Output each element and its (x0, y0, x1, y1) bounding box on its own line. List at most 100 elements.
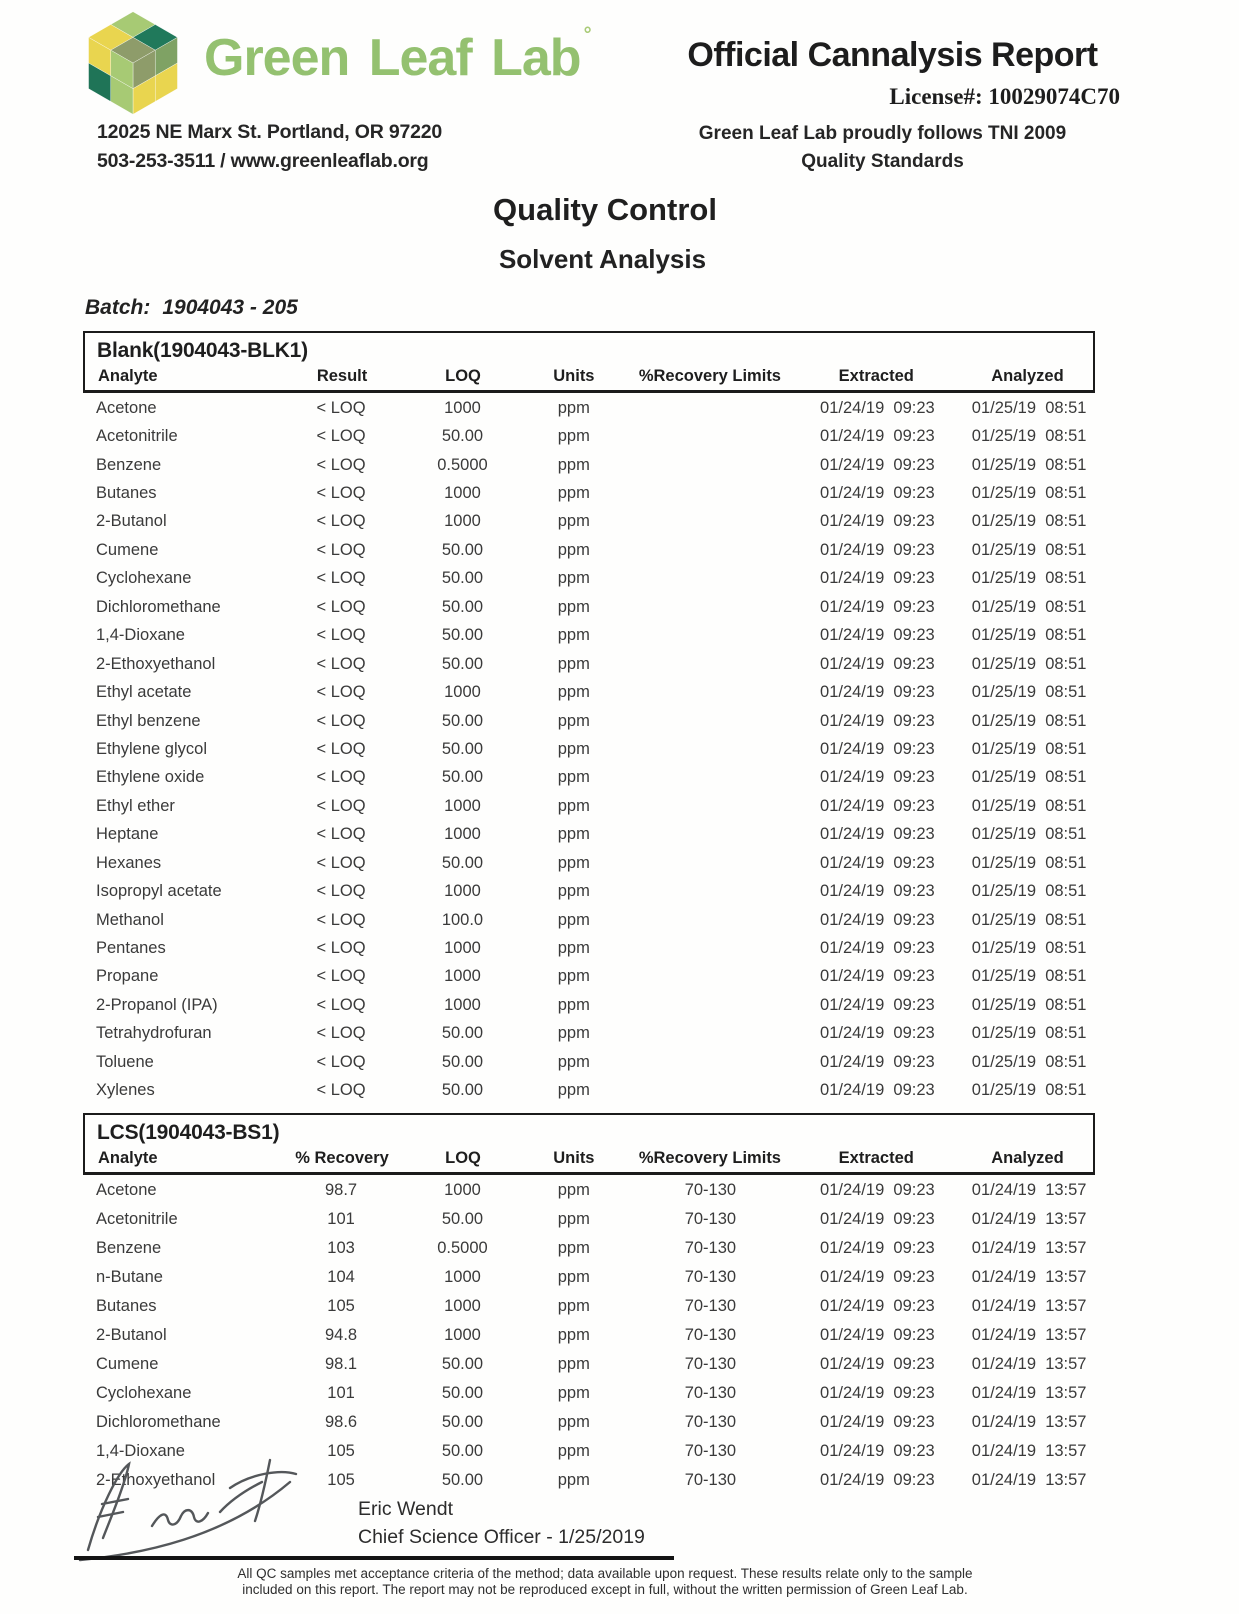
table-body: Acetone < LOQ 1000 ppm 01/24/19 09:23 01/25/1… (83, 393, 1095, 1105)
table-cell: 70-130 (684, 1384, 737, 1402)
table-cell: 0.5000 (437, 455, 488, 474)
table-cell: 01/24/19 09:23 (820, 569, 935, 588)
column-header: Analyzed (991, 1149, 1064, 1167)
table-cell: < LOQ (316, 882, 366, 901)
table-cell: ppm (557, 427, 590, 446)
table-cell: 103 (327, 1239, 355, 1257)
address-line: 12025 NE Marx St. Portland, OR 97220 (97, 121, 443, 143)
table-cell: 50.00 (441, 739, 484, 758)
table-cell: ppm (557, 626, 590, 645)
table-cell: 01/24/19 09:23 (820, 626, 935, 645)
table-cell: 70-130 (684, 1239, 737, 1257)
table-cell: < LOQ (316, 512, 366, 531)
table-cell: 50.00 (441, 427, 484, 446)
table-cell: 01/24/19 09:23 (820, 1210, 935, 1228)
table-cell: Toluene (96, 1052, 154, 1071)
table-cell: 01/24/19 09:23 (820, 597, 935, 616)
table-cell: 01/24/19 13:57 (971, 1181, 1087, 1199)
table-title: LCS(1904043-BS1) (97, 1121, 280, 1144)
table-row: Xylenes < LOQ 50.00 ppm 01/24/19 09:23 01/25/… (83, 1077, 1095, 1105)
table-row: Tetrahydrofuran < LOQ 50.00 ppm 01/24/19 09:… (83, 1020, 1095, 1048)
column-header: Units (553, 367, 595, 385)
table-cell: 01/24/19 09:23 (820, 995, 935, 1014)
table-cell: ppm (557, 768, 590, 787)
table-cell: ppm (557, 711, 590, 730)
table-cell: < LOQ (316, 825, 366, 844)
table-cell: < LOQ (316, 1081, 366, 1100)
table-cell: 70-130 (684, 1355, 737, 1373)
signature-icon (78, 1458, 298, 1562)
table-cell: 01/25/19 08:51 (971, 512, 1087, 531)
table-row: 2-Propanol (IPA) < LOQ 1000 ppm 01/24/19 09:… (83, 991, 1095, 1019)
table-cell: ppm (557, 1210, 590, 1228)
table-cell: 01/24/19 09:23 (820, 1268, 935, 1286)
table-cell: 01/25/19 08:51 (971, 1081, 1087, 1100)
table-row: Pentanes < LOQ 1000 ppm 01/24/19 09:23 01/25/… (83, 934, 1095, 962)
table-cell: ppm (557, 1355, 590, 1373)
table-row: Ethyl benzene < LOQ 50.00 ppm 01/24/19 09:23… (83, 707, 1095, 735)
table-cell: Ethyl ether (96, 796, 175, 815)
lcs-results-table: LCS(1904043-BS1) Analyte % Recovery LOQ Uni… (83, 1113, 1095, 1495)
table-row: 2-Ethoxyethanol 105 50.00 ppm 70-130 01/24/19… (83, 1466, 1095, 1495)
table-cell: 1,4-Dioxane (96, 1442, 185, 1460)
table-cell: Propane (96, 967, 159, 986)
table-cell: ppm (557, 853, 590, 872)
tni-line: Green Leaf Lab proudly follows TNI 2009 (698, 123, 1067, 144)
table-cell: 1000 (444, 939, 481, 958)
table-cell: Cyclohexane (96, 569, 192, 588)
table-cell: 70-130 (684, 1326, 737, 1344)
table-cell: ppm (557, 1384, 590, 1402)
table-cell: Dichloromethane (96, 1413, 221, 1431)
table-cell: 01/24/19 09:23 (820, 910, 935, 929)
table-cell: 01/24/19 09:23 (820, 1052, 935, 1071)
table-cell: 01/25/19 08:51 (971, 882, 1087, 901)
table-header-box: LCS(1904043-BS1) Analyte % Recovery LOQ Uni… (83, 1113, 1095, 1175)
signer-name: Eric Wendt (358, 1498, 454, 1520)
column-header: %Recovery Limits (638, 1149, 781, 1167)
table-cell: 01/25/19 08:51 (971, 825, 1087, 844)
table-cell: < LOQ (316, 1024, 366, 1043)
table-cell: 0.5000 (437, 1239, 488, 1257)
table-cell: Cumene (96, 540, 159, 559)
column-header: Extracted (838, 367, 914, 385)
batch-value: 1904043 - 205 (162, 296, 298, 319)
green-leaf-lab-logo-icon (88, 11, 178, 115)
table-cell: 104 (327, 1268, 355, 1286)
table-cell: < LOQ (316, 910, 366, 929)
table-row: Cumene 98.1 50.00 ppm 70-130 01/24/19 09:23 01… (83, 1350, 1095, 1379)
table-cell: 01/24/19 09:23 (820, 1297, 935, 1315)
column-header: Units (553, 1149, 595, 1167)
table-cell: ppm (557, 683, 590, 702)
table-cell: 70-130 (684, 1268, 737, 1286)
table-cell: 01/25/19 08:51 (971, 796, 1087, 815)
table-cell: 01/25/19 08:51 (971, 711, 1087, 730)
table-cell: 105 (327, 1471, 355, 1489)
table-cell: 1000 (444, 512, 481, 531)
table-cell: 50.00 (441, 1355, 484, 1373)
column-header: LOQ (445, 1149, 481, 1167)
table-row: Hexanes < LOQ 50.00 ppm 01/24/19 09:23 01/25/… (83, 849, 1095, 877)
table-row: Acetone 98.7 1000 ppm 70-130 01/24/19 09:23 01… (83, 1176, 1095, 1205)
tni-line: Quality Standards (801, 151, 964, 172)
table-cell: 50.00 (441, 1471, 484, 1489)
table-cell: < LOQ (316, 683, 366, 702)
table-cell: n-Butane (96, 1268, 163, 1286)
table-cell: Isopropyl acetate (96, 882, 222, 901)
table-cell: 98.7 (324, 1181, 358, 1199)
table-cell: ppm (557, 1052, 590, 1071)
table-row: Butanes < LOQ 1000 ppm 01/24/19 09:23 01/25/1… (83, 479, 1095, 507)
table-cell: Heptane (96, 825, 159, 844)
table-cell: Methanol (96, 910, 164, 929)
table-row: Cumene < LOQ 50.00 ppm 01/24/19 09:23 01/25/1… (83, 536, 1095, 564)
table-cell: < LOQ (316, 569, 366, 588)
table-cell: 01/25/19 08:51 (971, 1024, 1087, 1043)
table-cell: 01/24/19 09:23 (820, 540, 935, 559)
table-cell: < LOQ (316, 768, 366, 787)
table-cell: 100.0 (441, 910, 484, 929)
table-row: Butanes 105 1000 ppm 70-130 01/24/19 09:23 01/… (83, 1292, 1095, 1321)
table-cell: 1000 (444, 1181, 481, 1199)
table-cell: 1000 (444, 484, 481, 503)
table-row: Dichloromethane 98.6 50.00 ppm 70-130 01/24/1… (83, 1408, 1095, 1437)
table-cell: 50.00 (441, 853, 484, 872)
